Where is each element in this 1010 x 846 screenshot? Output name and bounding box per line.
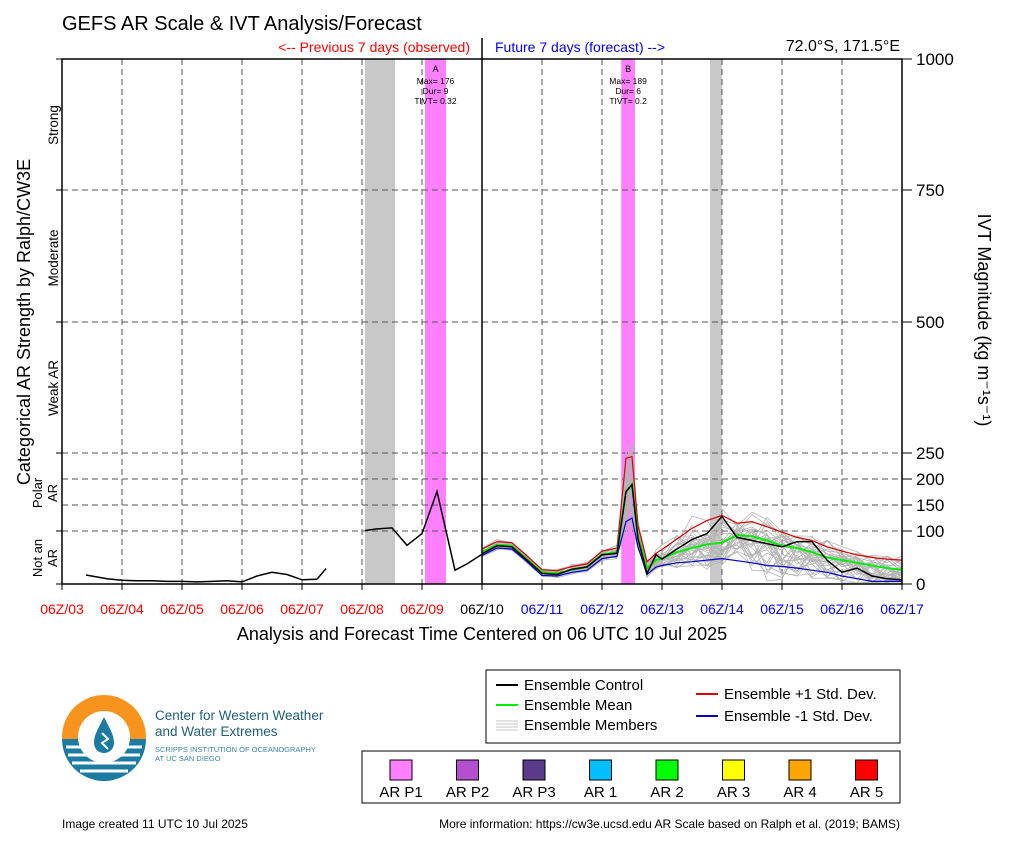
x-tick-label: 06Z/15: [760, 601, 804, 617]
scale-label: AR P1: [379, 784, 422, 801]
logo-line-1: Center for Western Weather: [155, 708, 324, 723]
ensemble-member-line: [481, 444, 903, 574]
observed-line: [364, 488, 483, 572]
y-tick-label: 0: [916, 575, 925, 594]
y-tick-label: 200: [916, 470, 944, 489]
ar-event-stat: Max= 176: [417, 76, 455, 86]
cw3e-logo: Center for Western Weather and Water Ext…: [62, 695, 324, 781]
future-days-label: Future 7 days (forecast) -->: [495, 39, 665, 55]
previous-days-label: <-- Previous 7 days (observed): [278, 39, 470, 55]
scale-swatch: [389, 759, 413, 781]
ensemble-member-line: [481, 478, 903, 584]
logo-line-3: SCRIPPS INSTITUTION OF OCEANOGRAPHY: [155, 745, 316, 754]
ensemble-member-line: [481, 478, 903, 572]
x-tick-label: 06Z/14: [700, 601, 744, 617]
logo-line-2: and Water Extremes: [155, 724, 278, 739]
category-label: Strong: [46, 105, 61, 145]
x-tick-label: 06Z/10: [460, 601, 504, 617]
x-tick-label: 06Z/08: [340, 601, 384, 617]
series-layer: [85, 455, 903, 583]
scale-swatch: [655, 759, 679, 781]
x-tick-label: 06Z/07: [280, 601, 324, 617]
observed-line: [316, 568, 327, 580]
scale-swatch: [589, 759, 612, 781]
observed-line: [85, 571, 318, 583]
scale-label: AR 2: [650, 784, 683, 801]
x-tick-label: 06Z/09: [400, 601, 444, 617]
scale-swatch: [456, 759, 479, 781]
ar-event-stat: TIVT= 0.32: [414, 96, 457, 106]
y-tick-label: 250: [916, 444, 944, 463]
logo-line-4: AT UC SAN DIEGO: [155, 754, 221, 763]
scale-label: AR 3: [717, 784, 750, 801]
chart-title: GEFS AR Scale & IVT Analysis/Forecast: [62, 13, 422, 35]
ar-event-stat: TIVT= 0.2: [609, 96, 647, 106]
x-tick-label: 06Z/12: [580, 601, 624, 617]
footer-created: Image created 11 UTC 10 Jul 2025: [62, 817, 248, 831]
y-tick-label: 150: [916, 496, 944, 515]
ar-event-stat: Dur= 6: [615, 86, 641, 96]
category-label: Weak AR: [46, 360, 61, 416]
x-tick-label: 06Z/17: [880, 601, 924, 617]
x-tick-label: 06Z/05: [160, 601, 204, 617]
scale-label: AR 4: [783, 784, 816, 801]
legend-label: Ensemble Control: [524, 677, 643, 694]
y-tick-label: 750: [916, 181, 944, 200]
legend-label: Ensemble Mean: [524, 697, 632, 714]
y-tick-label: 100: [916, 522, 944, 541]
plus-std-line: [481, 455, 903, 572]
scale-label: AR P3: [512, 784, 555, 801]
legend-label: Ensemble +1 Std. Dev.: [724, 686, 877, 703]
scale-swatch: [522, 759, 546, 781]
scale-label: AR 1: [584, 784, 617, 801]
ar-event-letter: B: [625, 64, 631, 74]
x-tick-label: 06Z/13: [640, 601, 684, 617]
x-axis-label: Analysis and Forecast Time Centered on 0…: [237, 624, 727, 644]
ar-event-stat: Dur= 9: [423, 86, 449, 96]
minus-std-line: [481, 517, 902, 582]
scale-swatch: [722, 759, 745, 781]
ar-event-stat: Max= 189: [609, 76, 647, 86]
category-label: AR: [45, 484, 60, 502]
category-label: Moderate: [46, 229, 61, 286]
scale-label: AR 5: [850, 784, 883, 801]
ensemble-control-line: [481, 482, 903, 581]
x-tick-label: 06Z/04: [100, 601, 144, 617]
x-tick-label: 06Z/03: [40, 601, 84, 617]
x-tick-label: 06Z/16: [820, 601, 864, 617]
legend-lines-box: [485, 669, 901, 744]
legend-label: Ensemble Members: [524, 717, 657, 734]
x-tick-label: 06Z/11: [521, 601, 564, 617]
legend-label: Ensemble -1 Std. Dev.: [724, 708, 873, 725]
y-tick-label: 1000: [916, 50, 954, 69]
legend-lines: Ensemble Control Ensemble Mean Ensemble Me…: [485, 669, 901, 744]
category-label: Polar: [30, 477, 45, 508]
y-axis-left-label: Categorical AR Strength by Ralph/CW3E: [14, 159, 34, 485]
legend-scale: AR P1 AR P2 AR P3 AR 1 AR 2 AR 3 AR 4 AR 5: [361, 750, 901, 804]
category-label: Not an: [30, 539, 45, 577]
scale-label: AR P2: [446, 784, 489, 801]
y-tick-label: 500: [916, 313, 944, 332]
axes-layer: 06Z/03 06Z/04 06Z/05 06Z/06 06Z/07 06Z/08 06Z/…: [30, 38, 954, 617]
legend-scale-box: [361, 750, 901, 804]
location-label: 72.0°S, 171.5°E: [786, 38, 900, 55]
scale-swatch: [788, 759, 812, 781]
gray-band: [365, 59, 395, 584]
footer-info: More information: https://cw3e.ucsd.edu …: [439, 817, 900, 831]
y-axis-right-label: IVT Magnitude (kg m⁻¹s⁻¹): [974, 214, 994, 427]
ar-event-letter: A: [432, 64, 438, 74]
scale-swatch: [855, 759, 878, 781]
x-tick-label: 06Z/06: [220, 601, 264, 617]
category-label: AR: [45, 549, 60, 567]
